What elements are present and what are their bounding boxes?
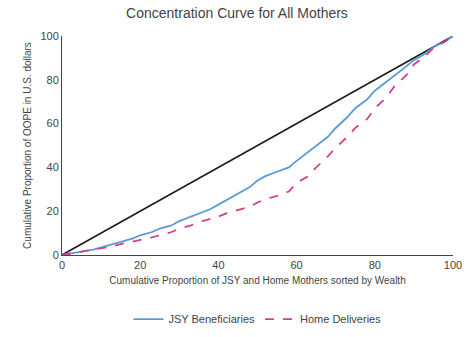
svg-text:Concentration Curve for All Mo: Concentration Curve for All Mothers bbox=[126, 5, 348, 21]
svg-text:20: 20 bbox=[47, 205, 59, 217]
svg-text:100: 100 bbox=[444, 259, 462, 271]
svg-text:Cumulative Proportion of OOPE: Cumulative Proportion of OOPE in U.S. do… bbox=[22, 42, 33, 249]
svg-text:60: 60 bbox=[47, 117, 59, 129]
svg-text:0: 0 bbox=[53, 249, 59, 261]
svg-text:80: 80 bbox=[47, 74, 59, 86]
svg-text:20: 20 bbox=[134, 259, 146, 271]
svg-text:40: 40 bbox=[212, 259, 224, 271]
svg-text:Cumulative Proportion of JSY a: Cumulative Proportion of JSY and Home Mo… bbox=[109, 275, 405, 286]
svg-text:100: 100 bbox=[40, 30, 58, 42]
svg-text:Home Deliveries: Home Deliveries bbox=[300, 313, 381, 325]
svg-text:JSY Beneficiaries: JSY Beneficiaries bbox=[169, 313, 256, 325]
svg-text:60: 60 bbox=[290, 259, 302, 271]
svg-text:0: 0 bbox=[59, 259, 65, 271]
svg-text:80: 80 bbox=[369, 259, 381, 271]
svg-text:40: 40 bbox=[47, 161, 59, 173]
